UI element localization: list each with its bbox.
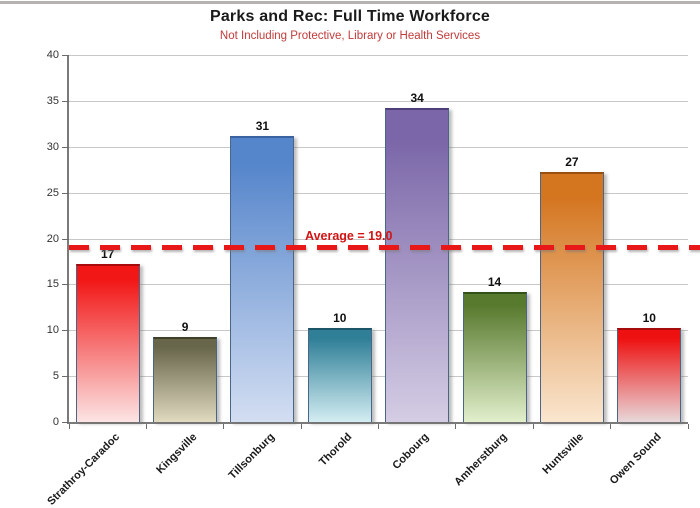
y-axis-label: 30: [46, 140, 59, 153]
bar: [617, 328, 682, 422]
bar: [230, 135, 295, 422]
x-axis-tick: [532, 424, 534, 429]
bar-category: 10: [301, 55, 378, 422]
bar-value-label: 14: [487, 274, 502, 289]
bar-category: 31: [224, 55, 301, 422]
bar-value-label: 10: [333, 311, 347, 326]
bar-value-label: 9: [181, 320, 189, 335]
bar-row: 17 9 31 10 34 14 27 10: [69, 55, 688, 422]
bar: [307, 328, 372, 422]
gridline: [69, 330, 688, 332]
x-axis-label: Strathroy-Caradoc: [45, 431, 123, 508]
chart-subtitle: Not Including Protective, Library or Hea…: [219, 30, 481, 42]
gridline: [69, 284, 688, 286]
gridline: [69, 238, 688, 240]
y-axis-label: 40: [46, 49, 59, 61]
x-axis-tick: [223, 424, 225, 429]
bar-category: 17: [69, 55, 146, 422]
x-axis-label: Huntsville: [540, 431, 587, 477]
y-axis-tick: [62, 422, 69, 423]
y-axis-label: 10: [46, 324, 59, 337]
y-axis-tick: [62, 330, 69, 332]
y-axis-label: 0: [52, 416, 59, 428]
gridline: [69, 146, 688, 148]
x-axis-label: Cobourg: [390, 431, 432, 472]
bar: [539, 172, 604, 422]
gridline: [69, 100, 688, 102]
bar-category: 10: [611, 55, 688, 422]
y-axis-tick: [62, 238, 69, 240]
bar-value-label: 27: [565, 155, 579, 170]
bar: [153, 337, 218, 422]
y-axis-tick: [62, 100, 69, 102]
bar-value-label: 34: [410, 91, 424, 106]
bar-value-label: 17: [101, 247, 115, 262]
x-axis-label: Tillsonburg: [226, 431, 277, 482]
y-axis-tick: [62, 55, 69, 56]
gridline: [69, 192, 688, 194]
y-axis-tick: [62, 284, 69, 286]
bar-category: 9: [146, 55, 223, 422]
y-axis-label: 20: [46, 232, 59, 245]
average-line: [69, 244, 700, 250]
x-axis-tick: [610, 424, 612, 429]
x-axis-tick: [687, 424, 689, 429]
y-axis-tick: [62, 146, 69, 148]
bar-value-label: 31: [255, 118, 270, 133]
x-axis-label: Thorold: [316, 431, 355, 469]
y-axis-label: 5: [52, 370, 59, 383]
bar: [75, 264, 140, 422]
x-axis-tick: [300, 424, 302, 429]
x-axis-tick: [145, 424, 147, 429]
x-axis-label: Owen Sound: [607, 431, 664, 488]
bar-category: 14: [456, 55, 533, 422]
y-axis-tick: [62, 192, 69, 194]
x-axis-tick: [378, 424, 379, 429]
x-axis-tick: [455, 424, 457, 429]
y-axis-label: 25: [46, 186, 59, 199]
bar: [462, 291, 527, 422]
bar: [385, 108, 450, 422]
x-axis-label: Kingsville: [154, 431, 200, 477]
chart-top-border: [0, 1, 700, 4]
y-axis-label: 35: [46, 94, 59, 107]
x-axis-label: Amherstburg: [451, 431, 510, 489]
x-axis-tick: [68, 424, 70, 429]
average-line-label: Average = 19.0: [305, 228, 393, 243]
plot-area: 0 5 10 15 20 25 30 35 40 17 9 31 10 34 14 27 10 Average =…: [47, 49, 700, 429]
bar-value-label: 10: [642, 311, 656, 326]
y-axis-label: 15: [46, 278, 59, 291]
chart-title: Parks and Rec: Full Time Workforce: [209, 8, 491, 25]
bar-category: 34: [379, 55, 456, 422]
y-axis-tick: [62, 376, 69, 378]
gridline: [69, 376, 688, 378]
bar-category: 27: [533, 55, 610, 422]
gridline: [69, 55, 688, 56]
